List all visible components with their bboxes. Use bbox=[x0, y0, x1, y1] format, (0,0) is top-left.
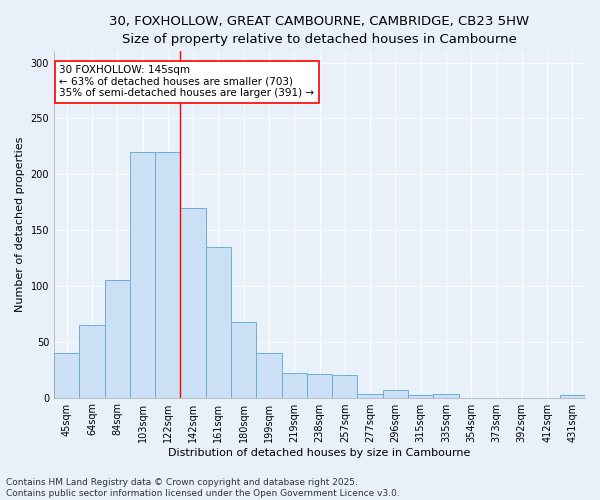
Bar bbox=[408, 396, 433, 398]
Text: Contains HM Land Registry data © Crown copyright and database right 2025.
Contai: Contains HM Land Registry data © Crown c… bbox=[6, 478, 400, 498]
Bar bbox=[383, 390, 408, 398]
Title: 30, FOXHOLLOW, GREAT CAMBOURNE, CAMBRIDGE, CB23 5HW
Size of property relative to: 30, FOXHOLLOW, GREAT CAMBOURNE, CAMBRIDG… bbox=[109, 15, 530, 46]
Bar bbox=[281, 373, 307, 398]
Bar bbox=[560, 396, 585, 398]
Bar bbox=[256, 353, 281, 398]
Bar bbox=[231, 322, 256, 398]
Bar bbox=[206, 247, 231, 398]
Bar bbox=[104, 280, 130, 398]
Bar bbox=[181, 208, 206, 398]
Bar bbox=[307, 374, 332, 398]
Bar bbox=[54, 353, 79, 398]
X-axis label: Distribution of detached houses by size in Cambourne: Distribution of detached houses by size … bbox=[169, 448, 471, 458]
Bar bbox=[332, 375, 358, 398]
Bar bbox=[433, 394, 458, 398]
Bar bbox=[155, 152, 181, 398]
Bar bbox=[358, 394, 383, 398]
Bar bbox=[79, 325, 104, 398]
Bar bbox=[130, 152, 155, 398]
Text: 30 FOXHOLLOW: 145sqm
← 63% of detached houses are smaller (703)
35% of semi-deta: 30 FOXHOLLOW: 145sqm ← 63% of detached h… bbox=[59, 65, 314, 98]
Y-axis label: Number of detached properties: Number of detached properties bbox=[15, 137, 25, 312]
